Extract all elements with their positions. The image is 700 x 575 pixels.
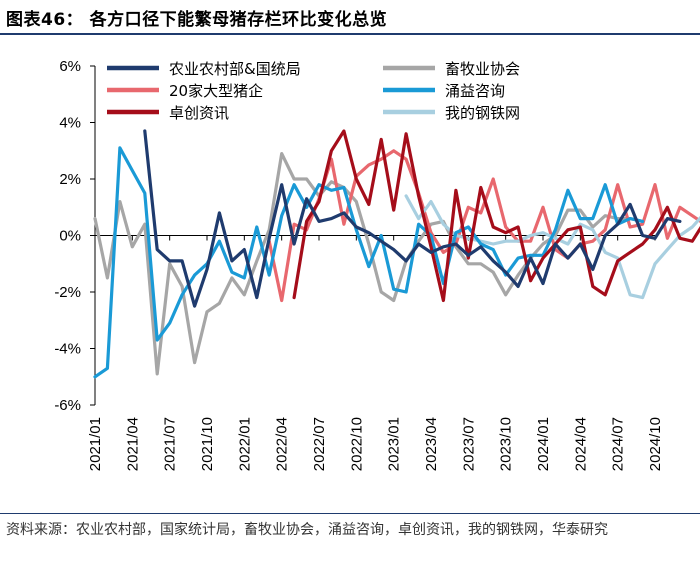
x-tick-label: 2023/10 <box>498 417 515 471</box>
legend-item: 我的钢铁网 <box>383 104 520 122</box>
x-tick-label: 2023/04 <box>423 417 440 471</box>
legend-label: 20家大型猪企 <box>169 82 263 100</box>
line-chart: -6% -4% -2% 0% 2% 4% 6% 2021/01 2021/04 2021/07 20… <box>54 58 700 471</box>
y-tick-label: -6% <box>54 397 81 414</box>
x-tick-label: 2022/07 <box>311 417 328 471</box>
series-line-3 <box>93 146 645 379</box>
legend-label: 农业农村部&国统局 <box>169 60 301 78</box>
source-note: 资料来源：农业农村部，国家统计局，畜牧业协会，涌益咨询，卓创资讯，我的钢铁网，华… <box>6 522 608 538</box>
series-line-0 <box>143 129 682 308</box>
legend-item: 20家大型猪企 <box>107 82 263 100</box>
x-tick-label: 2021/01 <box>87 417 104 471</box>
x-tick-label: 2023/01 <box>386 417 403 471</box>
title-divider <box>0 33 700 35</box>
legend-label: 卓创资讯 <box>169 104 229 122</box>
x-tick-label: 2021/04 <box>124 417 141 471</box>
series-line-4 <box>292 129 700 303</box>
y-tick-label: 0% <box>59 228 81 245</box>
source-divider <box>0 513 700 514</box>
x-tick-label: 2022/10 <box>348 417 365 471</box>
legend-item: 卓创资讯 <box>107 104 229 122</box>
legend-label: 我的钢铁网 <box>445 104 520 122</box>
x-tick-label: 2022/01 <box>236 417 253 471</box>
y-tick-label: 6% <box>59 58 81 75</box>
chart-lines <box>93 129 700 379</box>
x-tick-label: 2023/07 <box>460 417 477 471</box>
y-tick-label: -2% <box>54 284 81 301</box>
x-tick-label: 2024/07 <box>610 417 627 471</box>
chart-axes: -6% -4% -2% 0% 2% 4% 6% 2021/01 2021/04 2021/07 20… <box>54 58 664 471</box>
y-tick-label: 2% <box>59 171 81 188</box>
legend-label: 畜牧业协会 <box>445 60 520 78</box>
legend-item: 农业农村部&国统局 <box>107 60 301 78</box>
legend-item: 畜牧业协会 <box>383 60 520 78</box>
chart-title: 图表46： 各方口径下能繁母猪存栏环比变化总览 <box>6 10 388 30</box>
legend-label: 涌益咨询 <box>445 82 505 100</box>
y-tick-label: 4% <box>59 115 81 132</box>
legend-item: 涌益咨询 <box>383 82 505 100</box>
x-tick-label: 2022/04 <box>274 417 291 471</box>
x-tick-label: 2024/01 <box>535 417 552 471</box>
series-line-2 <box>267 149 700 303</box>
y-tick-label: -4% <box>54 341 81 358</box>
x-tick-label: 2024/04 <box>572 417 589 471</box>
x-tick-label: 2021/07 <box>162 417 179 471</box>
x-tick-label: 2021/10 <box>199 417 216 471</box>
x-tick-label: 2024/10 <box>647 417 664 471</box>
